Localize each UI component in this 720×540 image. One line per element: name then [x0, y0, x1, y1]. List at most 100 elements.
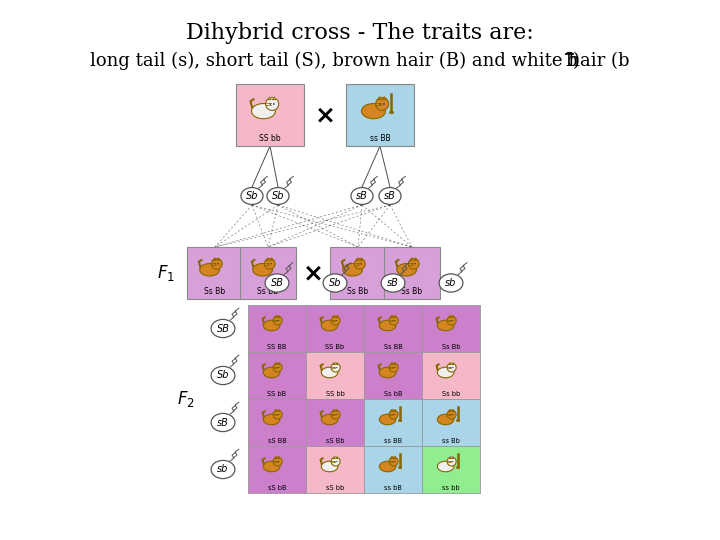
- Polygon shape: [383, 97, 386, 99]
- Ellipse shape: [264, 414, 280, 425]
- Text: ss BB: ss BB: [384, 438, 402, 444]
- Polygon shape: [452, 316, 454, 318]
- Ellipse shape: [241, 187, 263, 205]
- Polygon shape: [270, 258, 273, 260]
- Circle shape: [273, 457, 282, 466]
- Polygon shape: [266, 258, 269, 260]
- Circle shape: [212, 259, 222, 269]
- Circle shape: [447, 457, 456, 466]
- FancyBboxPatch shape: [306, 352, 364, 399]
- Ellipse shape: [264, 320, 280, 331]
- Ellipse shape: [264, 461, 280, 472]
- Ellipse shape: [211, 414, 235, 431]
- Polygon shape: [414, 258, 417, 260]
- Text: sB: sB: [387, 278, 399, 288]
- FancyBboxPatch shape: [422, 446, 480, 493]
- Text: ss BB: ss BB: [369, 134, 390, 143]
- FancyBboxPatch shape: [306, 446, 364, 493]
- Circle shape: [268, 263, 269, 265]
- Circle shape: [273, 103, 275, 105]
- Polygon shape: [275, 316, 277, 318]
- Text: SS Bb: SS Bb: [325, 344, 345, 350]
- Ellipse shape: [437, 461, 454, 472]
- Text: sS Bb: sS Bb: [325, 438, 344, 444]
- Circle shape: [392, 414, 393, 415]
- Text: Sb: Sb: [217, 370, 229, 381]
- Circle shape: [334, 367, 335, 368]
- FancyBboxPatch shape: [364, 352, 422, 399]
- Text: sB: sB: [356, 191, 368, 201]
- Circle shape: [408, 259, 419, 269]
- Polygon shape: [333, 457, 335, 458]
- Circle shape: [264, 259, 275, 269]
- FancyBboxPatch shape: [422, 399, 480, 446]
- Circle shape: [452, 367, 454, 368]
- Text: Dihybrid cross - The traits are:: Dihybrid cross - The traits are:: [186, 22, 534, 44]
- Ellipse shape: [321, 320, 338, 331]
- Text: SB: SB: [217, 323, 230, 334]
- Ellipse shape: [253, 264, 272, 276]
- FancyBboxPatch shape: [384, 247, 440, 299]
- Polygon shape: [213, 258, 216, 260]
- Circle shape: [331, 363, 340, 372]
- Text: sB: sB: [384, 191, 396, 201]
- Polygon shape: [275, 457, 277, 458]
- Polygon shape: [360, 258, 363, 260]
- Ellipse shape: [379, 414, 396, 425]
- Polygon shape: [391, 457, 393, 458]
- Circle shape: [450, 461, 451, 462]
- Ellipse shape: [264, 367, 280, 378]
- Ellipse shape: [379, 187, 401, 205]
- Circle shape: [389, 363, 398, 372]
- Text: Ss Bb: Ss Bb: [442, 344, 460, 350]
- Circle shape: [273, 410, 282, 419]
- Polygon shape: [356, 258, 359, 260]
- Ellipse shape: [437, 367, 454, 378]
- FancyBboxPatch shape: [248, 399, 306, 446]
- Circle shape: [447, 410, 456, 419]
- Ellipse shape: [379, 367, 396, 378]
- Text: long tail (s), short tail (S), brown hair (B) and white hair (b: long tail (s), short tail (S), brown hai…: [90, 52, 629, 70]
- Text: SS BB: SS BB: [267, 344, 287, 350]
- FancyBboxPatch shape: [422, 352, 480, 399]
- Polygon shape: [336, 316, 338, 318]
- Text: ss bb: ss bb: [442, 485, 460, 491]
- Polygon shape: [449, 363, 451, 364]
- Polygon shape: [333, 316, 335, 318]
- Circle shape: [276, 461, 277, 462]
- Text: sS bB: sS bB: [268, 485, 287, 491]
- Polygon shape: [452, 363, 454, 364]
- Text: SS bb: SS bb: [325, 391, 344, 397]
- Ellipse shape: [379, 461, 396, 472]
- Text: sB: sB: [217, 417, 229, 428]
- Text: sS BB: sS BB: [268, 438, 287, 444]
- Text: Ss Bb: Ss Bb: [402, 287, 423, 296]
- Circle shape: [412, 263, 413, 265]
- Text: Ss bb: Ss bb: [442, 391, 460, 397]
- Circle shape: [334, 320, 335, 321]
- Polygon shape: [275, 410, 277, 411]
- Circle shape: [450, 320, 451, 321]
- Circle shape: [392, 320, 393, 321]
- Circle shape: [450, 414, 451, 415]
- Polygon shape: [278, 363, 280, 364]
- Ellipse shape: [267, 187, 289, 205]
- Text: ss bB: ss bB: [384, 485, 402, 491]
- Polygon shape: [336, 363, 338, 364]
- Polygon shape: [333, 410, 335, 411]
- FancyBboxPatch shape: [330, 247, 386, 299]
- FancyBboxPatch shape: [306, 399, 364, 446]
- Polygon shape: [449, 457, 451, 458]
- Circle shape: [389, 410, 398, 419]
- Circle shape: [266, 97, 279, 111]
- FancyBboxPatch shape: [364, 399, 422, 446]
- Text: Sb: Sb: [329, 278, 341, 288]
- Circle shape: [358, 263, 359, 265]
- Polygon shape: [268, 97, 271, 99]
- Circle shape: [379, 103, 382, 105]
- Circle shape: [392, 367, 393, 368]
- Polygon shape: [278, 316, 280, 318]
- Circle shape: [447, 363, 456, 372]
- Circle shape: [447, 316, 456, 325]
- Polygon shape: [278, 410, 280, 411]
